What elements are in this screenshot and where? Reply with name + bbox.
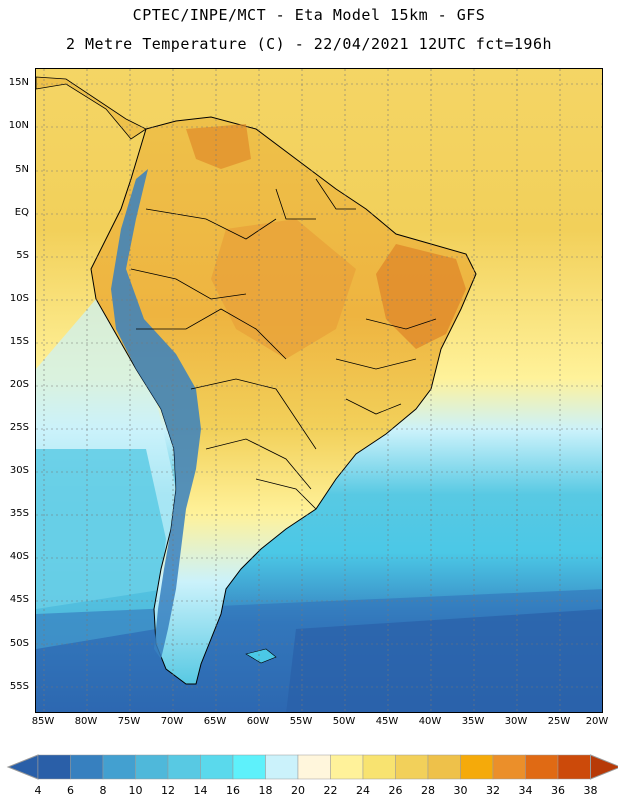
colorbar-label: 32 [486,784,500,797]
colorbar-cell [525,754,559,780]
lon-label: 75W [117,716,141,727]
map-canvas [36,69,602,712]
colorbar-label: 20 [291,784,305,797]
pacific-cold-band [36,449,166,649]
colorbar-label: 34 [518,784,533,797]
colorbar-cell [135,754,169,780]
colorbar-cell [492,754,526,780]
lon-label: 65W [203,716,227,727]
temperature-map [35,68,603,713]
lon-label: 40W [418,716,442,727]
lat-label: 50S [9,638,29,649]
map-title: CPTEC/INPE/MCT - Eta Model 15km - GFS [132,6,486,24]
lat-label: 5N [15,164,29,175]
colorbar-cell [167,754,201,780]
colorbar-label: 14 [193,784,208,797]
falkland-islands [245,648,277,664]
colorbar-cell [362,754,396,780]
colorbar-label: 26 [388,784,403,797]
lat-label: 20S [9,379,29,390]
lat-label: 35S [9,508,29,519]
colorbar-cell [102,754,136,780]
central-america [36,76,147,140]
colorbar-label: 18 [258,784,273,797]
lat-label: EQ [14,207,29,218]
colorbar-label: 4 [34,784,42,797]
lat-label: 25S [9,422,29,433]
northeast-hot-region [376,244,466,349]
colorbar-label: 38 [583,784,598,797]
lon-label: 50W [332,716,356,727]
colorbar-cell [460,754,494,780]
lat-label: 10N [8,120,29,131]
lat-label: 10S [9,293,29,304]
lon-label: 45W [375,716,399,727]
lon-label: 80W [74,716,98,727]
lon-label: 60W [246,716,270,727]
colorbar-cell [232,754,266,780]
lon-label: 35W [461,716,485,727]
colorbar-cell [330,754,364,780]
colorbar-label: 30 [453,784,468,797]
lon-label: 30W [504,716,528,727]
lat-label: 40S [9,551,29,562]
colorbar-cell [200,754,234,780]
venezuela-hot-region [186,124,251,169]
map-subtitle: 2 Metre Temperature (C) - 22/04/2021 12U… [65,35,553,53]
colorbar-label: 6 [67,784,74,797]
lat-label: 30S [9,465,29,476]
lon-label: 55W [289,716,313,727]
colorbar-label: 36 [551,784,565,797]
lat-label: 5S [16,250,29,261]
lon-label: 70W [160,716,184,727]
andes-cold-strip [111,169,201,659]
colorbar-cell [427,754,461,780]
colorbar-cell [297,754,331,780]
colorbar-cell [70,754,104,780]
lat-label: 15S [9,336,29,347]
colorbar-label: 24 [356,784,370,797]
lon-label: 85W [31,716,55,727]
temperature-colorbar [6,754,618,780]
lat-label: 15N [8,77,29,88]
lat-label: 45S [9,594,29,605]
lon-label: 25W [547,716,571,727]
colorbar-cell [557,754,591,780]
colorbar-label: 22 [323,784,338,797]
colorbar-min-arrow [6,754,39,780]
colorbar-cell [265,754,299,780]
colorbar-label: 16 [226,784,240,797]
lon-label: 20W [585,716,609,727]
colorbar-label: 8 [99,784,107,797]
lat-label: 55S [9,681,29,692]
colorbar-cell [395,754,429,780]
colorbar-max-arrow [590,754,618,780]
colorbar-label: 12 [161,784,175,797]
colorbar-cell [37,754,71,780]
colorbar-label: 10 [128,784,143,797]
south-atlantic-cold [286,609,602,712]
colorbar-label: 28 [421,784,435,797]
